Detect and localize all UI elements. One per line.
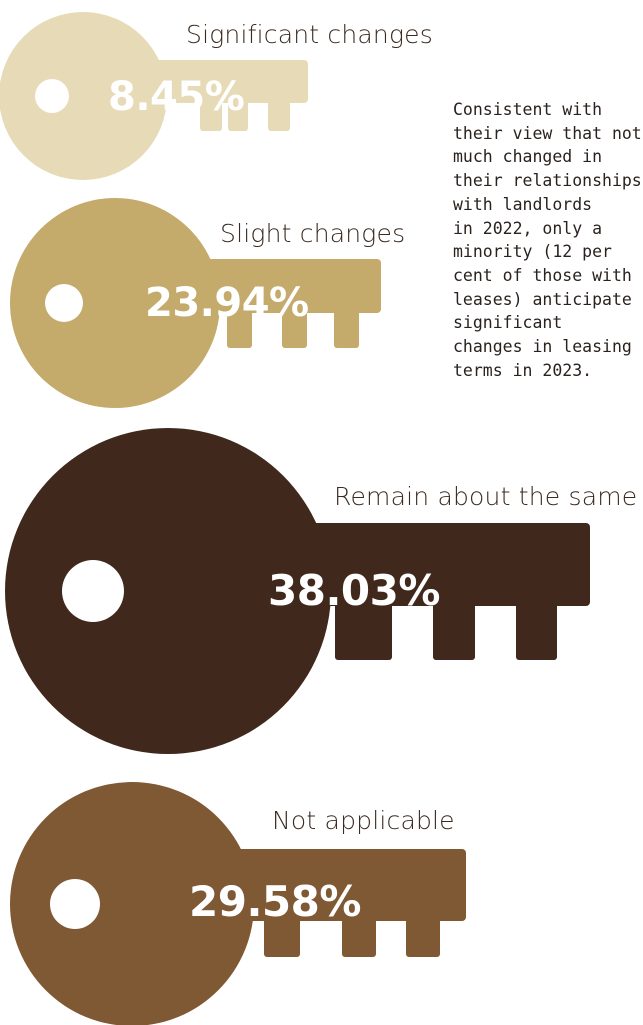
key-tooth (200, 97, 222, 131)
key-tooth (282, 307, 307, 348)
key-bow-remain-about-the-same (5, 428, 331, 754)
value-label-not-applicable: 29.58% (189, 877, 361, 926)
note-line: leases) anticipate (453, 289, 632, 309)
key-shaft-not-applicable (222, 849, 466, 921)
key-bow-slight-changes (10, 198, 220, 408)
note-line: changes in leasing (453, 337, 632, 357)
key-tooth (264, 915, 300, 957)
key-tooth (228, 97, 248, 131)
key-shaft-remain-about-the-same (290, 523, 590, 606)
note-line: terms in 2023. (453, 360, 593, 380)
key-shaft-slight-changes (195, 259, 381, 313)
note-line: their relationships (453, 171, 642, 191)
note-line: Consistent with (453, 100, 603, 119)
note-line: much changed in (453, 147, 603, 167)
key-tooth (433, 600, 475, 660)
value-label-slight-changes: 23.94% (145, 280, 309, 326)
key-icon (0, 12, 308, 180)
note-line: in 2022, only a (453, 218, 603, 238)
note-text: Consistent with their view that not much… (453, 98, 642, 382)
key-tooth (406, 915, 440, 957)
key-hole (45, 284, 83, 322)
key-shaft-significant-changes (148, 60, 308, 103)
key-tooth (334, 307, 359, 348)
key-hole (50, 879, 100, 929)
category-label-not-applicable: Not applicable (272, 806, 455, 835)
key-bow-not-applicable (10, 782, 254, 1025)
value-label-significant-changes: 8.45% (108, 74, 245, 120)
key-tooth (342, 915, 376, 957)
key-icon (5, 428, 590, 754)
note-line: cent of those with (453, 265, 632, 285)
key-icon (10, 198, 381, 408)
key-icon (10, 782, 466, 1025)
category-label-remain-about-the-same: Remain about the same (334, 482, 638, 511)
key-tooth (268, 97, 290, 131)
key-tooth (227, 307, 252, 348)
category-label-slight-changes: Slight changes (220, 219, 406, 248)
key-hole (62, 560, 124, 622)
category-label-significant-changes: Significant changes (186, 20, 433, 49)
note-line: with landlords (453, 194, 593, 214)
note-line: significant (453, 313, 563, 333)
value-label-remain-about-the-same: 38.03% (268, 566, 440, 615)
key-tooth (335, 600, 392, 660)
key-bow-significant-changes (0, 12, 167, 180)
note-line: their view that not (453, 123, 642, 143)
key-hole (35, 79, 69, 113)
key-tooth (516, 600, 557, 660)
note-line: minority (12 per (453, 242, 612, 262)
